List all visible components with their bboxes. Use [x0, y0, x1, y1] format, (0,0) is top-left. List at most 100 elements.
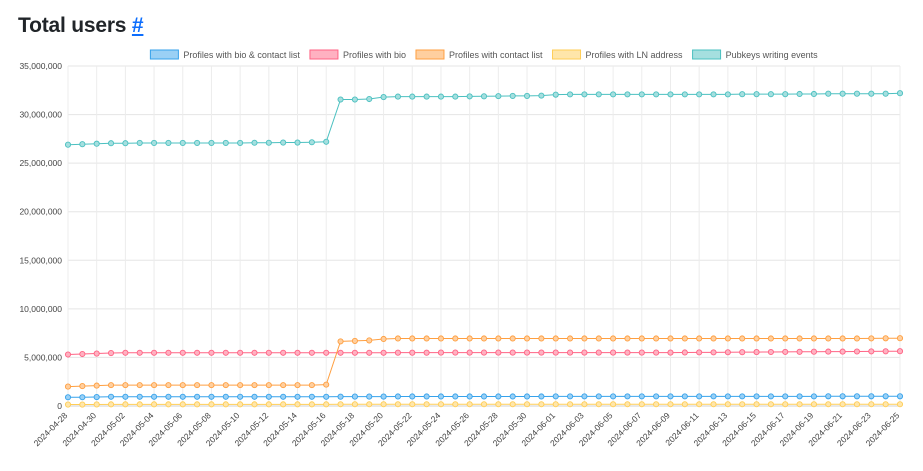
y-axis: 0 5,000,000 10,000,000 15,000,000 20,000,000… — [19, 61, 62, 411]
data-point — [753, 349, 760, 356]
data-point — [667, 401, 674, 408]
y-tick-label: 30,000,000 — [19, 110, 62, 120]
data-point — [337, 338, 344, 345]
data-point — [896, 90, 904, 97]
data-point — [538, 393, 545, 400]
data-point — [136, 349, 143, 356]
data-point — [294, 349, 301, 356]
data-point — [882, 401, 889, 408]
data-point — [93, 394, 100, 401]
data-point — [308, 401, 315, 408]
data-point — [567, 91, 574, 98]
data-point — [237, 139, 244, 146]
data-point — [739, 335, 746, 342]
data-point — [323, 393, 330, 400]
data-point — [122, 393, 129, 400]
data-point — [667, 91, 674, 98]
data-point — [810, 348, 817, 355]
data-point — [165, 393, 172, 400]
data-point — [595, 401, 602, 408]
data-point — [495, 393, 502, 400]
data-point — [868, 348, 875, 355]
data-point — [394, 401, 401, 408]
data-point — [294, 382, 301, 389]
page-title: Total users # — [18, 14, 144, 38]
data-point — [294, 139, 301, 146]
title-anchor-link[interactable]: # — [131, 14, 144, 37]
data-point — [437, 349, 445, 356]
data-point — [595, 393, 602, 400]
data-point — [825, 335, 832, 342]
data-point — [423, 335, 430, 342]
data-point — [581, 401, 588, 408]
legend-item: Profiles with contact list — [415, 49, 543, 60]
data-point — [423, 401, 430, 408]
data-point — [782, 393, 789, 400]
data-point — [208, 382, 215, 389]
data-point — [380, 335, 387, 343]
data-point — [681, 401, 688, 408]
data-point — [638, 401, 645, 408]
data-point — [567, 401, 574, 408]
data-point — [308, 393, 315, 400]
data-point — [251, 349, 258, 356]
data-point — [93, 401, 100, 408]
data-point — [653, 91, 660, 98]
data-point — [351, 96, 358, 103]
data-point — [409, 335, 416, 342]
data-point — [437, 393, 445, 400]
data-point — [853, 348, 861, 355]
data-point — [724, 349, 731, 356]
data-point — [79, 394, 86, 401]
data-point — [480, 401, 488, 408]
data-point — [523, 401, 531, 408]
legend-label: Profiles with bio — [343, 50, 406, 60]
data-point — [165, 139, 172, 146]
legend-label: Profiles with bio & contact list — [183, 50, 300, 60]
data-point — [523, 349, 531, 356]
data-point — [624, 401, 631, 408]
data-point — [853, 335, 861, 342]
data-point — [624, 335, 631, 342]
data-point — [523, 92, 531, 99]
data-point — [151, 349, 158, 356]
data-point — [681, 335, 688, 342]
data-point — [839, 348, 846, 355]
data-point — [237, 382, 244, 389]
data-point — [523, 393, 531, 400]
data-point — [825, 393, 832, 400]
data-point — [179, 393, 186, 400]
data-point — [509, 401, 516, 408]
data-point — [495, 349, 502, 356]
data-point — [122, 349, 129, 356]
data-point — [610, 335, 617, 342]
legend-swatch — [309, 49, 339, 60]
data-point — [136, 139, 143, 146]
data-point — [796, 335, 803, 342]
data-point — [107, 382, 115, 389]
data-point — [423, 93, 430, 100]
data-point — [107, 393, 115, 400]
data-point — [767, 91, 774, 98]
data-point — [796, 401, 803, 408]
series-line — [67, 337, 901, 388]
data-point — [107, 401, 115, 408]
data-point — [452, 93, 459, 100]
y-tick-label: 25,000,000 — [19, 158, 62, 168]
data-point — [136, 382, 143, 389]
data-point — [380, 94, 387, 101]
data-point — [509, 349, 516, 356]
data-point — [710, 335, 717, 342]
data-point — [710, 401, 717, 408]
data-point — [64, 394, 72, 401]
data-point — [653, 335, 660, 342]
legend-swatch — [149, 49, 179, 60]
data-point — [538, 349, 545, 356]
data-point — [523, 335, 531, 342]
data-point — [351, 393, 358, 400]
data-point — [222, 139, 229, 146]
data-point — [681, 393, 688, 400]
data-point — [853, 393, 861, 400]
data-point — [653, 393, 660, 400]
data-point — [868, 90, 875, 97]
